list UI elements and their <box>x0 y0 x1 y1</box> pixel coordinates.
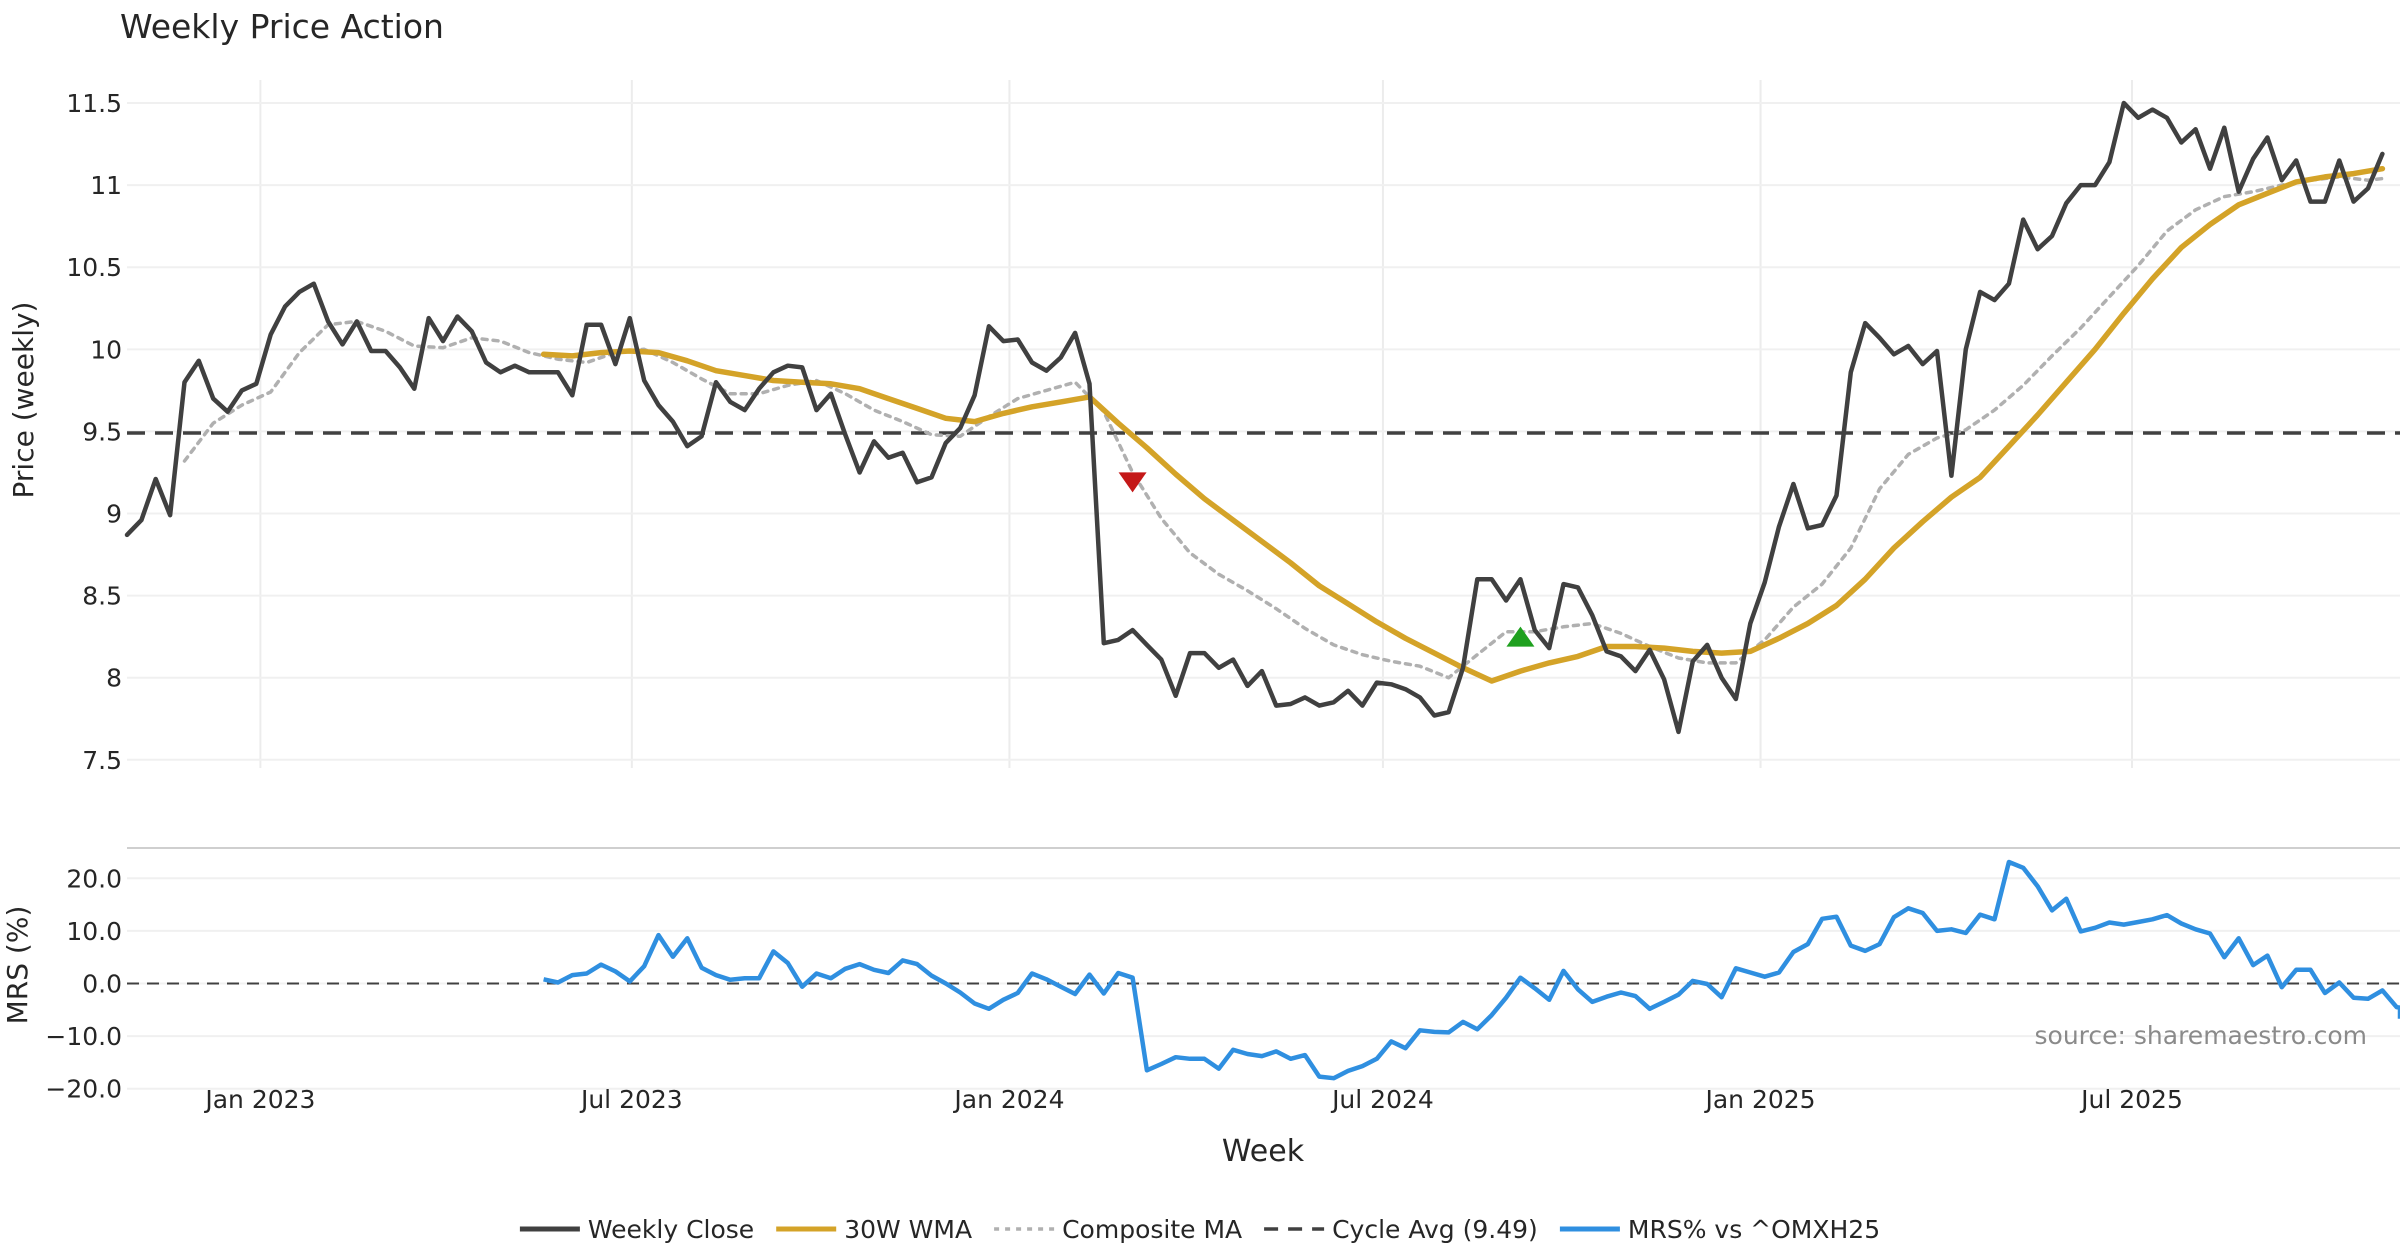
legend-item: MRS% vs ^OMXH25 <box>1559 1215 1880 1244</box>
mrs-series <box>543 859 2400 1081</box>
x-tick-label: Jan 2025 <box>1703 1085 1815 1114</box>
weekly-close-line <box>124 100 2385 735</box>
legend-item: Weekly Close <box>519 1215 754 1244</box>
price-y-tick-label: 11 <box>90 171 122 200</box>
price-y-tick-label: 9.5 <box>82 417 122 446</box>
price-y-tick-label: 8.5 <box>82 582 122 611</box>
mrs-y-ticks: 20.0 10.0 0.0 −10.0 −20.0 <box>45 864 122 1103</box>
mrs-y-tick-label: 20.0 <box>66 864 122 893</box>
legend-label: MRS% vs ^OMXH25 <box>1628 1215 1880 1244</box>
price-y-tick-label: 7.5 <box>82 746 122 775</box>
mrs-y-tick-label: 0.0 <box>82 970 122 999</box>
price-y-tick-label: 9 <box>106 500 122 529</box>
legend-label: Composite MA <box>1062 1215 1242 1244</box>
mrs-y-tick-label: 10.0 <box>66 917 122 946</box>
sell-signal-marker <box>1118 472 1147 493</box>
legend: Weekly Close 30W WMA Composite MA Cycle Avg… <box>519 1215 1880 1244</box>
price-y-tick-label: 10 <box>90 335 122 364</box>
chart-title: Weekly Price Action <box>120 7 444 46</box>
price-y-axis-label: Price (weekly) <box>7 302 40 499</box>
x-tick-label: Jan 2024 <box>952 1085 1064 1114</box>
mrs-line <box>543 859 2400 1081</box>
price-grid <box>127 80 2400 768</box>
x-axis-ticks: Jan 2023 Jul 2023 Jan 2024 Jul 2024 Jan 2025… <box>203 1085 2183 1114</box>
x-tick-label: Jul 2023 <box>579 1085 683 1114</box>
price-series <box>124 100 2386 735</box>
x-tick-label: Jul 2024 <box>1330 1085 1434 1114</box>
mrs-grid <box>127 877 2400 1090</box>
legend-label: 30W WMA <box>844 1215 972 1244</box>
composite-ma-line <box>182 175 2385 680</box>
x-tick-label: Jan 2023 <box>203 1085 315 1114</box>
signal-markers <box>1118 472 1535 647</box>
price-y-ticks: 7.5 8 8.5 9 9.5 10 10.5 11 11.5 <box>66 89 122 775</box>
mrs-y-tick-label: −10.0 <box>45 1022 122 1051</box>
mrs-y-axis-label: MRS (%) <box>1 906 34 1025</box>
price-y-tick-label: 11.5 <box>66 89 122 118</box>
legend-item: 30W WMA <box>776 1215 972 1244</box>
legend-item: Composite MA <box>994 1215 1242 1244</box>
source-note: source: sharemaestro.com <box>2035 1021 2368 1050</box>
mrs-y-tick-label: −20.0 <box>45 1075 122 1104</box>
30w-wma-line <box>540 165 2386 684</box>
legend-label: Weekly Close <box>588 1215 754 1244</box>
price-y-tick-label: 10.5 <box>66 253 122 282</box>
legend-label: Cycle Avg (9.49) <box>1332 1215 1538 1244</box>
x-axis-label: Week <box>1222 1134 1305 1169</box>
legend-item: Cycle Avg (9.49) <box>1264 1215 1538 1244</box>
x-tick-label: Jul 2025 <box>2079 1085 2183 1114</box>
price-y-tick-label: 8 <box>106 664 122 693</box>
buy-signal-marker <box>1506 626 1535 647</box>
